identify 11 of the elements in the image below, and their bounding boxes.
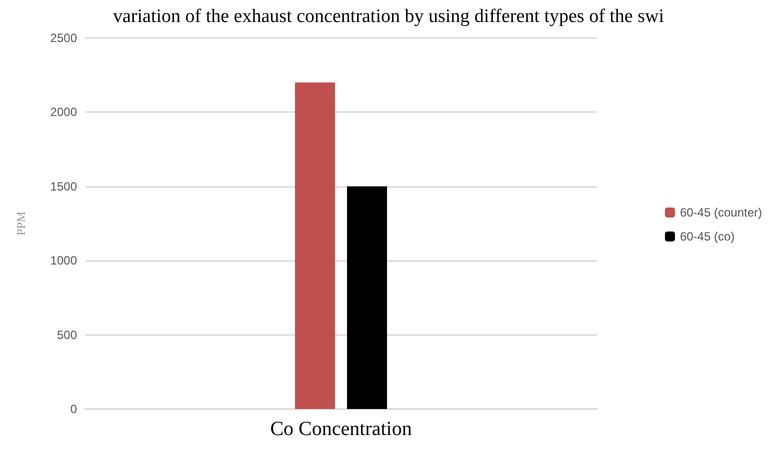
chart-title: variation of the exhaust concentration by using different types of the swi xyxy=(112,6,664,27)
y-tick-label: 1500 xyxy=(50,179,78,194)
y-tick-label: 2000 xyxy=(50,105,78,120)
legend-label: 60-45 (counter) xyxy=(680,206,762,220)
y-tick-label: 1000 xyxy=(50,254,78,268)
y-tick-label: 2500 xyxy=(50,31,78,45)
y-tick-label: 500 xyxy=(56,328,78,342)
y-tick-label: 0 xyxy=(70,402,78,416)
x-tick-label: Co Concentration xyxy=(270,418,412,440)
legend-label: 60-45 (co) xyxy=(680,230,735,244)
y-axis-title: PPM xyxy=(14,211,28,236)
